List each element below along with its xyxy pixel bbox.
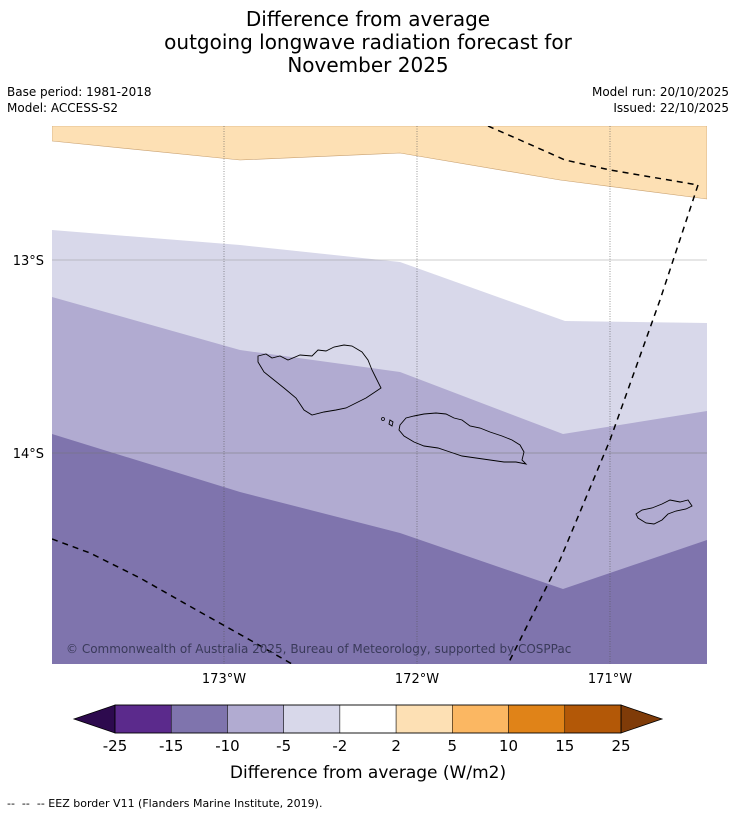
lon-label-171w: 171°W <box>588 672 632 687</box>
copyright-notice: © Commonwealth of Australia 2025, Bureau… <box>66 642 571 656</box>
colorbar-tick-label: 10 <box>499 737 518 755</box>
colorbar-segment <box>283 704 341 734</box>
colorbar-overflow-arrow <box>620 704 664 734</box>
colorbar-tick-label: 25 <box>611 737 630 755</box>
colorbar-tick-label: 5 <box>448 737 458 755</box>
title-line-2: outgoing longwave radiation forecast for <box>164 30 572 54</box>
colorbar-segment <box>395 704 453 734</box>
colorbar-segments <box>114 704 622 734</box>
lon-label-173w: 173°W <box>202 672 246 687</box>
colorbar: -25 -15 -10 -5 -2 2 5 10 15 25 Difference from av… <box>72 704 664 783</box>
upolu-island <box>398 412 528 465</box>
lat-label-14s: 14°S <box>13 447 44 462</box>
colorbar-tick-label: -2 <box>332 737 347 755</box>
eez-border-north <box>487 126 699 186</box>
model-name: Model: ACCESS-S2 <box>7 101 119 115</box>
map-title: Difference from average outgoing longwav… <box>0 8 736 77</box>
lat-label-13s: 13°S <box>13 254 44 269</box>
band-negative-10-15 <box>52 434 707 664</box>
map-panel: © Commonwealth of Australia 2025, Bureau… <box>52 126 707 664</box>
colorbar-segment <box>339 704 397 734</box>
colorbar-segment <box>564 704 622 734</box>
band-positive-2-5 <box>52 126 707 200</box>
eez-border-southwest <box>52 538 293 664</box>
colorbar-tick-label: -10 <box>215 737 240 755</box>
colorbar-tick-label: -5 <box>276 737 291 755</box>
colorbar-tick-label: -25 <box>103 737 128 755</box>
lon-label-172w: 172°W <box>395 672 439 687</box>
meta-right: Model run: 20/10/2025 Issued: 22/10/2025 <box>592 84 729 116</box>
manono-islet <box>388 419 394 427</box>
colorbar-frame <box>114 704 622 734</box>
eez-border-east <box>507 184 699 664</box>
base-period: Base period: 1981-2018 <box>7 85 152 99</box>
savaii-island <box>257 344 382 416</box>
colorbar-segment <box>452 704 509 734</box>
colorbar-segment <box>508 704 566 734</box>
issued-date: Issued: 22/10/2025 <box>613 101 729 115</box>
colorbar-underflow-arrow <box>72 704 116 734</box>
apolima-islet <box>381 417 385 421</box>
colorbar-title: Difference from average (W/m2) <box>230 763 506 783</box>
tutuila-island <box>635 499 693 525</box>
colorbar-tick-label: 15 <box>555 737 574 755</box>
meta-left: Base period: 1981-2018 Model: ACCESS-S2 <box>7 84 152 116</box>
colorbar-tick-label: -15 <box>159 737 184 755</box>
colorbar-tick-label: 2 <box>391 737 401 755</box>
eez-legend-note: -- -- -- EEZ border V11 (Flanders Marine… <box>7 797 323 810</box>
colorbar-segment <box>227 704 284 734</box>
graticule <box>52 126 707 664</box>
colorbar-segment <box>114 704 172 734</box>
colorbar-ticks: -25 -15 -10 -5 -2 2 5 10 15 25 <box>103 737 631 755</box>
model-run: Model run: 20/10/2025 <box>591 85 729 99</box>
colorbar-segment <box>170 704 228 734</box>
title-line-1: Difference from average <box>245 7 491 31</box>
title-line-3: November 2025 <box>287 53 449 77</box>
